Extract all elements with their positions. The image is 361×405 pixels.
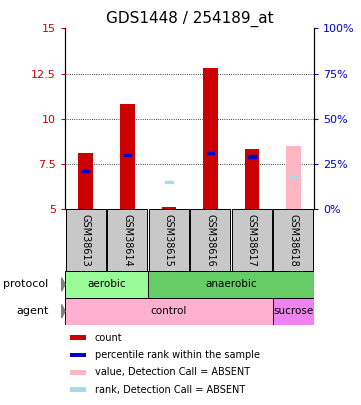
Bar xyxy=(290,175,297,178)
Bar xyxy=(190,209,230,271)
Bar xyxy=(273,298,314,325)
Bar xyxy=(82,170,90,172)
Bar xyxy=(203,68,218,209)
Bar xyxy=(70,387,86,392)
Bar xyxy=(70,353,86,357)
Bar xyxy=(123,153,131,156)
Bar xyxy=(273,209,313,271)
Text: rank, Detection Call = ABSENT: rank, Detection Call = ABSENT xyxy=(95,385,245,395)
Text: GSM38616: GSM38616 xyxy=(205,213,215,266)
Bar xyxy=(286,146,301,209)
Bar xyxy=(78,153,93,209)
Bar xyxy=(65,271,148,298)
Text: anaerobic: anaerobic xyxy=(205,279,257,290)
Text: aerobic: aerobic xyxy=(87,279,126,290)
Bar xyxy=(165,181,173,183)
Bar xyxy=(149,209,189,271)
Title: GDS1448 / 254189_at: GDS1448 / 254189_at xyxy=(106,11,273,27)
Text: GSM38615: GSM38615 xyxy=(164,213,174,266)
Bar xyxy=(248,156,256,158)
Text: control: control xyxy=(151,306,187,316)
Text: GSM38617: GSM38617 xyxy=(247,213,257,266)
Text: count: count xyxy=(95,333,122,343)
Text: GSM38614: GSM38614 xyxy=(122,213,132,266)
Polygon shape xyxy=(62,305,65,318)
Text: GSM38613: GSM38613 xyxy=(81,213,91,266)
Text: agent: agent xyxy=(16,306,48,316)
Bar xyxy=(107,209,147,271)
Text: value, Detection Call = ABSENT: value, Detection Call = ABSENT xyxy=(95,367,250,377)
Bar xyxy=(161,207,176,209)
Bar xyxy=(120,104,135,209)
Bar xyxy=(244,149,259,209)
Bar xyxy=(70,370,86,375)
Bar xyxy=(206,152,214,154)
Bar xyxy=(65,298,273,325)
Bar xyxy=(232,209,272,271)
Bar xyxy=(70,335,86,340)
Bar xyxy=(66,209,106,271)
Text: GSM38618: GSM38618 xyxy=(288,213,298,266)
Text: percentile rank within the sample: percentile rank within the sample xyxy=(95,350,260,360)
Bar xyxy=(148,271,314,298)
Polygon shape xyxy=(62,278,65,291)
Text: protocol: protocol xyxy=(3,279,48,290)
Text: sucrose: sucrose xyxy=(273,306,313,316)
